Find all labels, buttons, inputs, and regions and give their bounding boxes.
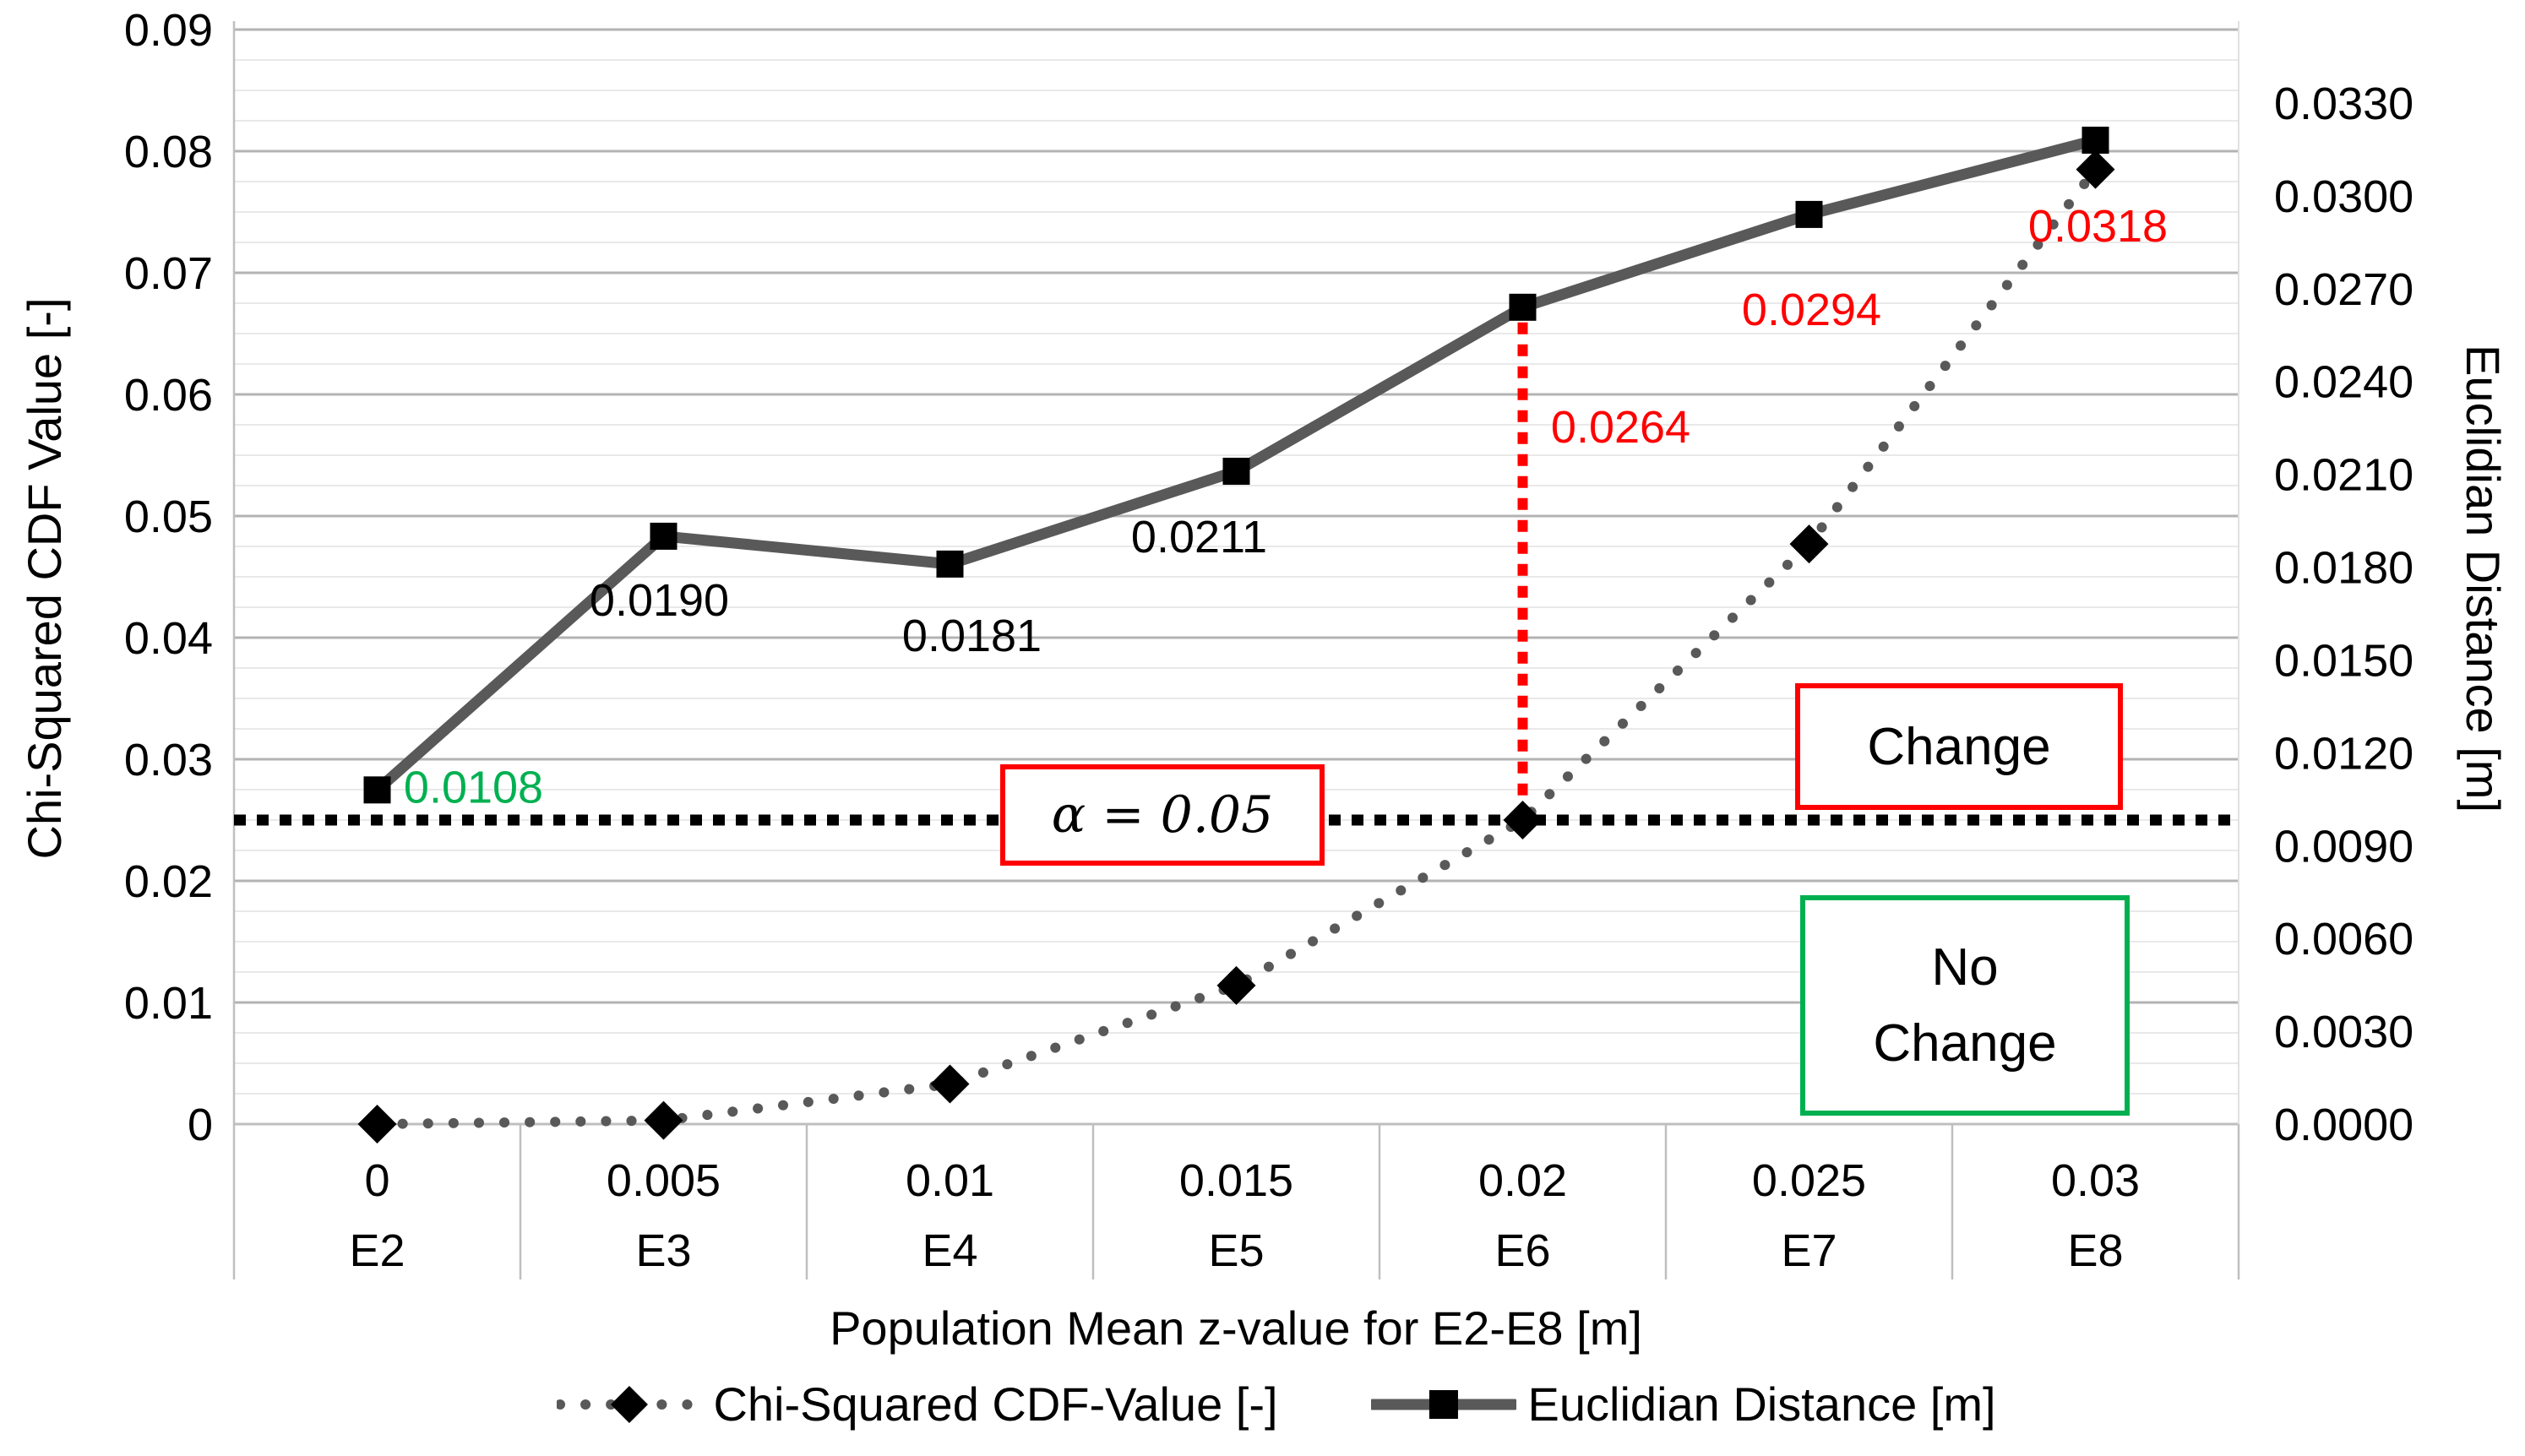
chi-squared-marker-diamond: [357, 1105, 397, 1144]
right-tick-label: 0.0300: [2274, 171, 2413, 222]
left-tick-label: 0.04: [124, 613, 213, 664]
chi-squared-marker-diamond: [2076, 149, 2115, 189]
x-tick-name-label: E6: [1494, 1225, 1550, 1276]
x-tick-value-label: 0.03: [2051, 1155, 2140, 1206]
left-tick-label: 0.03: [124, 735, 213, 785]
right-tick-label: 0.0000: [2274, 1100, 2413, 1150]
euclidian-data-label: 0.0211: [1131, 512, 1267, 562]
euclidian-marker-square: [1509, 293, 1537, 321]
legend-item-chi-squared: Chi-Squared CDF-Value [-]: [556, 1377, 1278, 1432]
euclidian-data-label: 0.0318: [2028, 201, 2168, 252]
x-tick-name-label: E5: [1208, 1225, 1264, 1276]
right-tick-label: 0.0120: [2274, 728, 2413, 779]
right-tick-label: 0.0090: [2274, 821, 2413, 872]
x-tick-name-label: E8: [2067, 1225, 2123, 1276]
left-tick-label: 0.07: [124, 248, 213, 299]
euclidian-marker-square: [936, 550, 964, 578]
chi-squared-marker-diamond: [1503, 801, 1543, 839]
chi-squared-marker-diamond: [930, 1064, 970, 1104]
x-tick-name-label: E7: [1781, 1225, 1837, 1276]
right-tick-label: 0.0150: [2274, 635, 2413, 686]
right-tick-label: 0.0330: [2274, 79, 2413, 129]
right-tick-label: 0.0030: [2274, 1007, 2413, 1057]
x-tick-name-label: E3: [635, 1225, 691, 1276]
legend: Chi-Squared CDF-Value [-] Euclidian Dist…: [556, 1377, 1996, 1432]
alpha-threshold-box: α = 0.05: [1000, 764, 1325, 866]
euclidian-marker-square: [1795, 200, 1823, 228]
euclidian-data-label: 0.0190: [590, 575, 729, 626]
left-axis-title: Chi-Squared CDF Value [-]: [17, 297, 71, 860]
euclidian-data-label: 0.0108: [404, 762, 543, 812]
right-tick-label: 0.0240: [2274, 357, 2413, 408]
legend-label-chi-squared: Chi-Squared CDF-Value [-]: [713, 1377, 1278, 1431]
right-tick-label: 0.0180: [2274, 543, 2413, 594]
left-tick-label: 0.02: [124, 856, 213, 907]
solid-square-legend-icon: [1370, 1389, 1516, 1419]
left-tick-label: 0.05: [124, 492, 213, 542]
right-tick-label: 0.0210: [2274, 450, 2413, 501]
right-tick-label: 0.0270: [2274, 264, 2413, 315]
no-change-line2: Change: [1873, 1013, 2057, 1073]
change-annotation-box: Change: [1795, 683, 2123, 810]
chi-squared-marker-diamond: [644, 1100, 683, 1140]
x-tick-value-label: 0.005: [607, 1155, 721, 1206]
right-tick-label: 0.0060: [2274, 914, 2413, 964]
x-tick-value-label: 0: [364, 1155, 389, 1206]
dotted-diamond-legend-icon: [556, 1385, 702, 1423]
euclidian-data-label: 0.0264: [1551, 402, 1690, 453]
legend-label-euclidian: Euclidian Distance [m]: [1527, 1377, 1996, 1431]
x-tick-name-label: E4: [922, 1225, 977, 1276]
left-tick-label: 0.09: [124, 5, 213, 56]
left-tick-label: 0.08: [124, 127, 213, 177]
left-tick-label: 0: [188, 1100, 213, 1150]
left-tick-label: 0.06: [124, 370, 213, 421]
right-axis-title: Euclidian Distance [m]: [2457, 344, 2511, 812]
chi-squared-marker-diamond: [1789, 524, 1829, 564]
legend-item-euclidian: Euclidian Distance [m]: [1370, 1377, 1996, 1432]
euclidian-marker-square: [1222, 457, 1250, 485]
x-tick-value-label: 0.01: [906, 1155, 994, 1206]
left-tick-label: 0.01: [124, 978, 213, 1029]
x-tick-value-label: 0.015: [1179, 1155, 1293, 1206]
euclidian-data-label: 0.0294: [1742, 285, 1881, 335]
euclidian-data-label: 0.0181: [902, 611, 1042, 661]
x-tick-value-label: 0.02: [1478, 1155, 1567, 1206]
euclidian-marker-square: [363, 776, 391, 804]
x-tick-name-label: E2: [349, 1225, 405, 1276]
no-change-line1: No: [1931, 937, 1999, 997]
euclidian-marker-square: [2081, 126, 2109, 154]
no-change-annotation-box: No Change: [1800, 895, 2130, 1116]
chi-squared-marker-diamond: [1216, 965, 1256, 1005]
x-tick-value-label: 0.025: [1752, 1155, 1866, 1206]
x-axis-title: Population Mean z-value for E2-E8 [m]: [830, 1301, 1642, 1355]
euclidian-marker-square: [650, 522, 678, 550]
